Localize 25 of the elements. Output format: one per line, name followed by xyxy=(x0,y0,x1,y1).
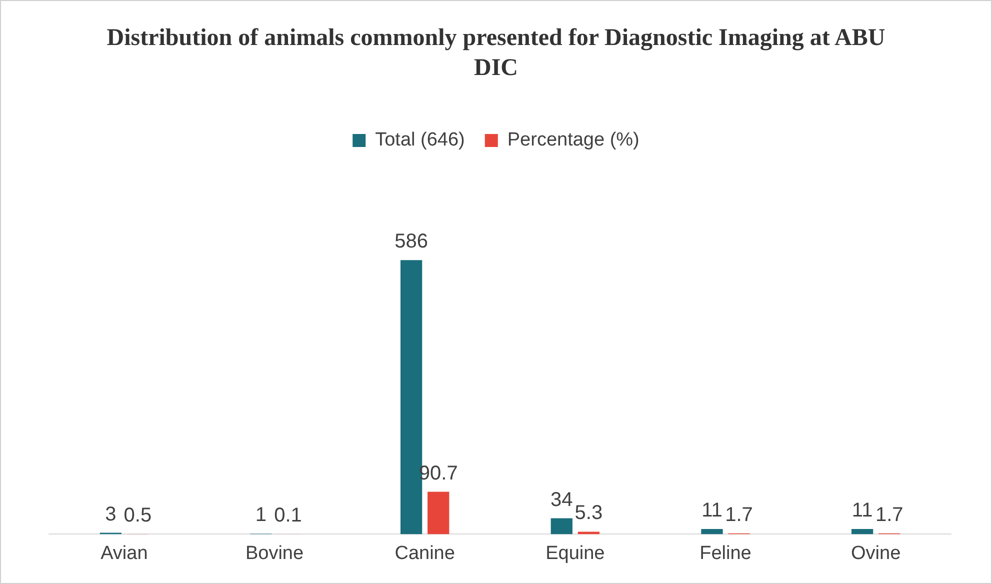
chart-title: Distribution of animals commonly presented for Diagnostic Imaging at ABU DIC xyxy=(106,24,886,83)
data-label: 11 xyxy=(852,500,873,522)
x-tick-label: Equine xyxy=(546,542,605,564)
data-label: 1 xyxy=(255,504,267,526)
data-label: 586 xyxy=(394,230,428,253)
legend-label: Total (646) xyxy=(375,130,465,151)
data-label: 0.5 xyxy=(124,504,152,526)
data-label: 1.7 xyxy=(725,504,753,526)
bar xyxy=(578,532,600,534)
data-label: 5.3 xyxy=(574,502,603,524)
data-label: 11 xyxy=(702,500,722,522)
data-label: 0.1 xyxy=(274,504,302,527)
x-tick-label: Feline xyxy=(700,542,752,564)
x-tick-label: Canine xyxy=(394,542,455,564)
x-tick-label: Avian xyxy=(100,542,148,564)
data-label: 34 xyxy=(550,488,573,511)
x-tick-label: Bovine xyxy=(245,542,304,564)
x-tick-label: Ovine xyxy=(851,542,901,564)
bar xyxy=(851,529,874,534)
bar xyxy=(550,518,572,534)
bar xyxy=(701,529,723,534)
data-label: 3 xyxy=(105,503,116,526)
bar xyxy=(428,492,450,534)
data-label: 1.7 xyxy=(875,504,904,526)
legend-label: Percentage (%) xyxy=(507,130,640,151)
